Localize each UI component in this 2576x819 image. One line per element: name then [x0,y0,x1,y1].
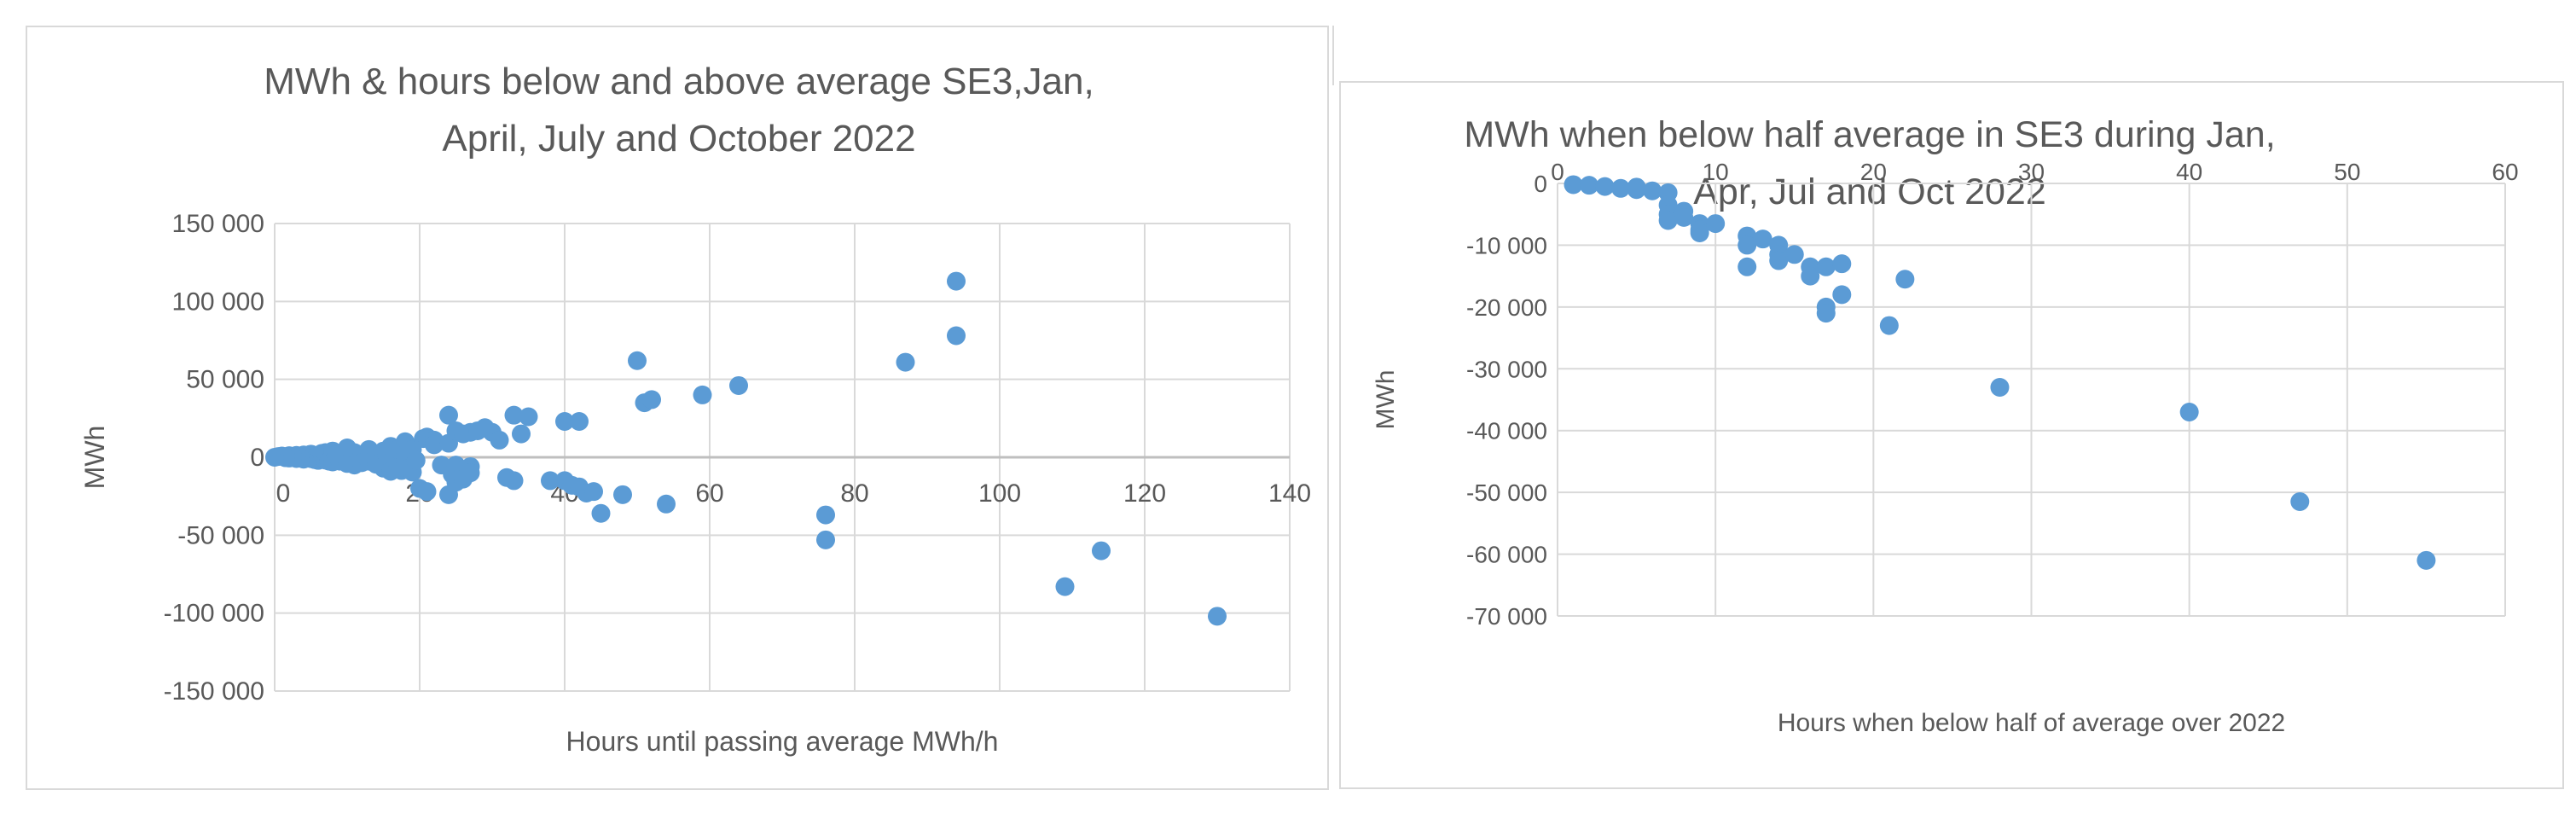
chart1-xtick-label: 120 [1123,479,1166,508]
chart1-point-88 [584,482,603,502]
chart1-title-line-2: April, July and October 2022 [442,118,915,160]
chart1-point-97 [816,505,835,525]
chart2-y-axis-title: MWh [1372,370,1400,430]
chart2-xtick-label: 20 [1860,159,1887,185]
chart2-xtick-label: 40 [2176,159,2202,185]
chart1-ytick-label: 50 000 [186,366,264,394]
chart2-point-33 [1895,270,1915,289]
chart1-point-101 [947,326,966,346]
chart2-point-16 [1706,214,1726,234]
chart1-xtick-label: 60 [695,479,723,508]
chart1-point-81 [541,471,560,491]
chart2-xtick-label: 50 [2334,159,2360,185]
chart1-x-axis-title: Hours until passing average MWh/h [566,726,999,757]
chart2-point-34 [1990,378,2010,398]
chart2-point-35 [2179,402,2199,421]
chart1-point-55 [417,482,437,502]
chart1-point-75 [490,430,509,450]
chart1-point-51 [406,450,426,470]
chart2-point-32 [1879,316,1899,335]
chart2-xtick-label: 0 [1551,159,1564,185]
chart1-point-80 [519,407,538,427]
chart2-point-36 [2290,492,2310,512]
chart2-point-0 [1564,175,1583,195]
chart1-point-91 [628,351,647,370]
chart2-point-24 [1784,245,1804,264]
chart1-point-82 [555,411,574,431]
chart1-xtick-label: 140 [1268,479,1311,508]
chart1-ytick-label: -50 000 [177,521,264,549]
chart2-point-3 [1611,178,1631,198]
chart2-point-5 [1627,177,1646,197]
chart2-title-line-2: Apr, Jul and Oct 2022 [1693,171,2046,212]
chart2-point-18 [1738,235,1757,255]
chart1-point-99 [896,352,915,372]
chart1-point-94 [657,494,676,514]
panel-divider [1332,26,1334,85]
chart2-point-37 [2416,550,2436,570]
chart1-point-90 [613,485,632,504]
chart1-ytick-label: 0 [250,444,264,472]
chart1-title-line-1: MWh & hours below and above average SE3,… [264,61,1094,102]
chart2-point-6 [1643,181,1662,200]
chart1-xtick-label: 80 [840,479,868,508]
chart1-point-96 [729,375,748,395]
chart2-xtick-label: 30 [2018,159,2045,185]
chart1-point-95 [693,385,712,404]
chart1-point-93 [642,390,661,410]
chart1-xtick-label: 100 [978,479,1021,508]
chart1-point-89 [591,503,611,523]
chart2-ytick-label: -10 000 [1466,232,1547,258]
chart1-ytick-label: -100 000 [164,600,264,628]
chart2-point-10 [1658,211,1678,230]
chart2-x-axis-title: Hours when below half of average over 20… [1778,709,2285,737]
chart2-point-15 [1690,223,1709,242]
chart1-point-79 [512,424,531,444]
chart1-point-77 [504,405,524,425]
chart2-xtick-label: 10 [1703,159,1729,185]
chart2-point-27 [1816,257,1836,276]
chart1-svg: MWh & hours below and above average SE3,… [79,61,1311,757]
chart2-point-12 [1674,207,1694,227]
chart1-y-axis-title: MWh [79,426,110,490]
chart1-ytick-label: 150 000 [172,210,264,238]
chart2-point-19 [1738,257,1757,276]
chart2-point-31 [1832,285,1852,305]
chart1-xtick-label: 0 [276,479,291,508]
chart1-ytick-label: -150 000 [164,677,264,706]
chart2-ytick-label: 0 [1534,171,1547,197]
chart2-point-23 [1769,251,1789,270]
chart2-point-30 [1832,254,1852,274]
chart-panel-2: MWh when below half average in SE3 durin… [1339,81,2564,789]
chart2-ytick-label: -50 000 [1466,479,1547,506]
chart2-xtick-label: 60 [2492,159,2518,185]
chart1-point-98 [816,530,835,549]
chart1-point-85 [570,411,589,431]
chart1-ytick-label: 100 000 [172,288,264,316]
chart1-point-57 [425,435,444,455]
chart2-point-20 [1753,229,1772,249]
chart1-point-100 [947,271,966,291]
chart2-point-1 [1580,176,1599,195]
chart2-point-29 [1816,304,1836,323]
chart2-point-2 [1595,177,1615,196]
chart2-ytick-label: -40 000 [1466,418,1547,444]
chart1-point-71 [461,463,480,483]
chart1-point-78 [504,471,524,491]
chart-panel-1: MWh & hours below and above average SE3,… [26,26,1329,790]
chart2-ytick-label: -20 000 [1466,294,1547,321]
chart2-title-line-1: MWh when below half average in SE3 durin… [1464,114,2275,155]
chart1-point-102 [1055,577,1075,596]
chart2-ytick-label: -70 000 [1466,603,1547,630]
chart2-ytick-label: -30 000 [1466,356,1547,382]
chart2-point-26 [1801,266,1820,286]
chart2-svg: MWh when below half average in SE3 durin… [1372,114,2519,737]
chart2-ytick-label: -60 000 [1466,542,1547,568]
chart1-point-59 [439,405,458,425]
chart1-point-104 [1208,607,1227,626]
chart1-point-103 [1092,541,1111,561]
